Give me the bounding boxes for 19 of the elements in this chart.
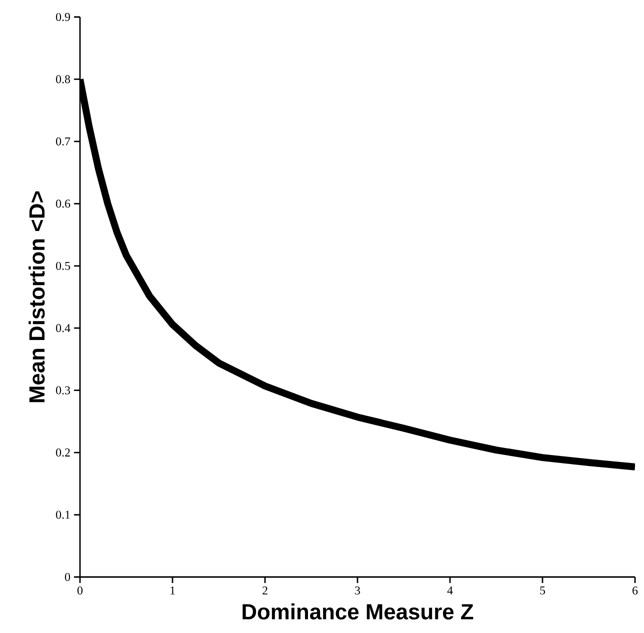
x-tick-label: 6 [632, 586, 638, 595]
x-tick-label: 2 [262, 586, 268, 594]
y-tick-label: 0.5 [56, 262, 70, 270]
y-tick-label: 0.2 [56, 448, 70, 457]
y-tick-label: 0.6 [56, 200, 70, 208]
x-tick-label: 4 [447, 586, 453, 594]
y-tick-label: 0 [64, 572, 70, 582]
y-tick-label: 0.7 [56, 137, 70, 146]
y-tick-label: 0.4 [56, 324, 70, 332]
y-axis-title: Mean Distortion <D> [28, 191, 45, 402]
y-tick-label: 0.3 [56, 386, 70, 394]
x-tick-label: 1 [170, 586, 175, 594]
y-tick-label: 0.8 [56, 75, 70, 84]
x-axis-title: Dominance Measure Z [242, 603, 474, 620]
y-tick-label: 0.1 [56, 510, 70, 519]
x-tick-label: 5 [540, 586, 546, 594]
x-tick-label: 3 [355, 586, 360, 595]
x-tick-label: 0 [77, 586, 83, 595]
y-tick-label: 0.9 [56, 12, 70, 22]
